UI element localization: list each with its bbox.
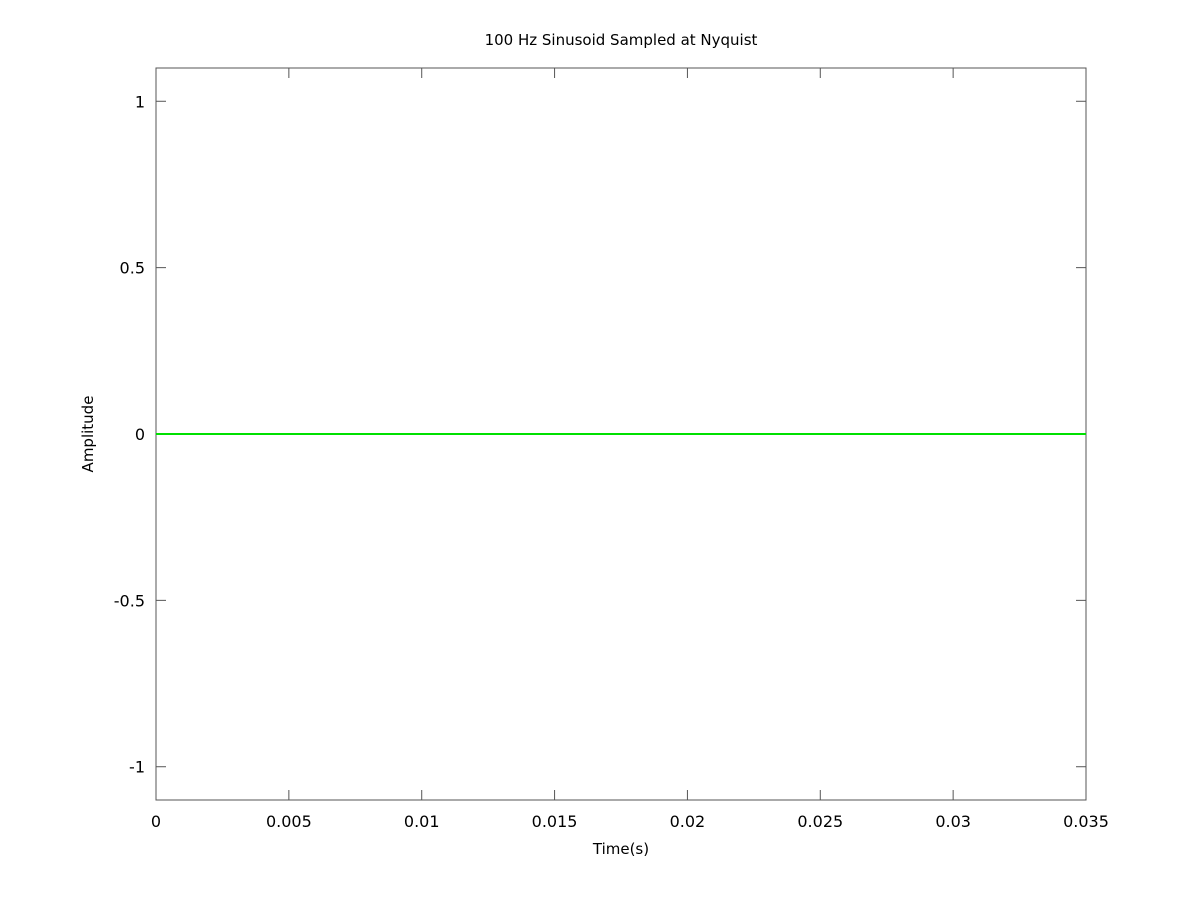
x-axis-ticks: 0 0.005 0.01 0.015 0.02 0.025 0.03 0.035 xyxy=(151,68,1109,831)
y-tick-label: 1 xyxy=(135,92,145,111)
x-tick-label: 0 xyxy=(151,812,161,831)
x-tick-label: 0.035 xyxy=(1063,812,1109,831)
y-tick-label: -1 xyxy=(129,758,145,777)
x-tick-label: 0.01 xyxy=(404,812,440,831)
x-tick-label: 0.005 xyxy=(266,812,312,831)
x-tick-label: 0.025 xyxy=(797,812,843,831)
x-tick-label: 0.03 xyxy=(935,812,971,831)
chart-title: 100 Hz Sinusoid Sampled at Nyquist xyxy=(485,31,758,49)
x-tick-label: 0.02 xyxy=(670,812,706,831)
y-tick-label: -0.5 xyxy=(114,591,145,610)
y-axis-ticks: -1 -0.5 0 0.5 1 xyxy=(114,92,1086,777)
x-axis-label: Time(s) xyxy=(592,840,649,858)
y-tick-label: 0 xyxy=(135,425,145,444)
y-axis-label: Amplitude xyxy=(79,396,97,473)
x-tick-label: 0.015 xyxy=(532,812,578,831)
y-tick-label: 0.5 xyxy=(120,259,145,278)
